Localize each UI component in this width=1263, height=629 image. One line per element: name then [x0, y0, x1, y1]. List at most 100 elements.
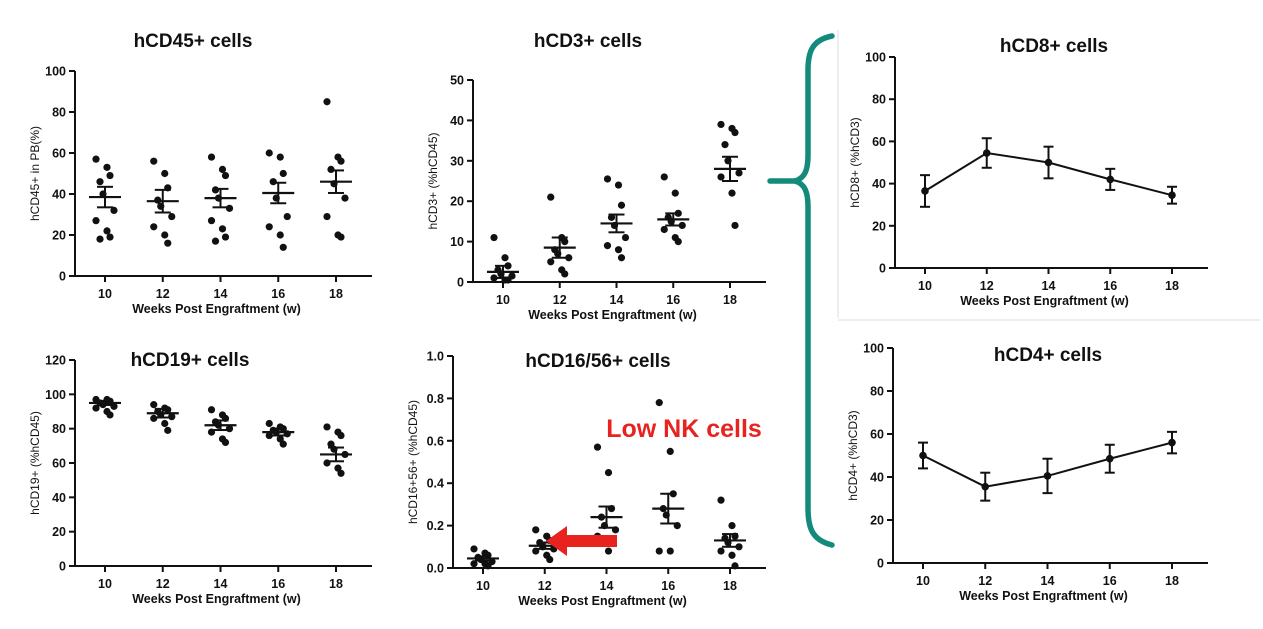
- data-point: [265, 223, 273, 231]
- x-tick-label: 12: [156, 287, 170, 301]
- data-point: [717, 547, 725, 555]
- y-tick-label: 80: [52, 106, 66, 120]
- y-tick-label: 0: [457, 276, 464, 290]
- x-tick-label: 16: [661, 579, 675, 593]
- x-tick-label: 10: [98, 577, 112, 591]
- y-tick-label: 0.8: [427, 392, 444, 406]
- y-tick-label: 40: [52, 188, 66, 202]
- data-point: [211, 237, 220, 245]
- data-point: [565, 254, 573, 262]
- data-point: [150, 401, 158, 409]
- data-point: [1043, 472, 1052, 480]
- y-tick-label: 20: [52, 525, 66, 539]
- data-point: [666, 447, 674, 455]
- x-tick-label: 10: [918, 279, 932, 293]
- data-point: [735, 543, 743, 551]
- data-point: [490, 274, 498, 282]
- data-point: [671, 189, 679, 197]
- x-tick-label: 14: [610, 293, 624, 307]
- data-point: [265, 149, 273, 157]
- data-point: [604, 547, 613, 555]
- data-point: [731, 128, 739, 137]
- data-point: [207, 217, 216, 225]
- x-tick-label: 14: [1041, 574, 1055, 588]
- data-point: [276, 153, 284, 161]
- chart-title: hCD45+ cells: [134, 31, 253, 52]
- y-tick-label: 20: [870, 514, 884, 528]
- x-tick-label: 18: [723, 579, 737, 593]
- x-tick-label: 10: [916, 574, 930, 588]
- y-tick-label: 40: [52, 491, 66, 505]
- x-tick-label: 16: [271, 287, 285, 301]
- data-point: [660, 225, 668, 234]
- y-tick-label: 20: [450, 195, 464, 209]
- data-point: [547, 193, 555, 201]
- data-point: [110, 206, 118, 214]
- x-tick-label: 18: [1165, 574, 1179, 588]
- data-point: [655, 399, 663, 407]
- y-tick-label: 1.0: [427, 350, 444, 364]
- chart-panel-3: hCD19+ cells 0 20 40 60 80 100 120 10 12 14 16 18 Wee…: [28, 350, 372, 606]
- chart-panel-1: hCD45+ cells 0 20 40 60 80 100 10 12 14 16 18 Weeks …: [28, 31, 372, 316]
- data-point: [484, 562, 492, 570]
- x-tick-label: 16: [271, 577, 285, 591]
- y-axis-label: hCD8+ (%hCD3): [848, 117, 862, 207]
- data-point: [92, 155, 100, 163]
- x-tick-label: 14: [600, 579, 614, 593]
- data-point: [211, 186, 220, 194]
- y-tick-label: 0: [879, 262, 886, 276]
- y-tick-label: 100: [865, 51, 886, 65]
- x-tick-label: 16: [1103, 279, 1117, 293]
- chart-panel-6: hCD4+ cells 0 20 40 60 80 100 10 12 14 16 18 Weeks P…: [846, 342, 1208, 603]
- y-tick-label: 0.4: [427, 477, 444, 491]
- x-tick-label: 18: [1165, 279, 1179, 293]
- data-point: [283, 212, 291, 221]
- data-point: [678, 221, 686, 230]
- chart-title: hCD19+ cells: [131, 350, 250, 371]
- x-tick-label: 14: [214, 287, 228, 301]
- x-tick-label: 16: [1103, 574, 1117, 588]
- data-point: [614, 246, 623, 254]
- y-tick-label: 20: [872, 219, 886, 233]
- data-point: [604, 469, 613, 477]
- low-nk-arrow: [546, 526, 617, 556]
- x-tick-label: 10: [496, 293, 510, 307]
- data-point: [728, 189, 736, 197]
- chart-title: hCD16/56+ cells: [525, 351, 670, 372]
- data-point: [279, 243, 287, 251]
- y-tick-label: 0.6: [427, 434, 444, 448]
- y-tick-label: 100: [45, 65, 66, 79]
- data-point: [276, 231, 284, 239]
- y-tick-label: 80: [872, 93, 886, 107]
- data-point: [96, 235, 104, 243]
- x-axis-label: Weeks Post Engraftment (w): [518, 594, 687, 608]
- data-point: [717, 120, 725, 129]
- y-tick-label: 0: [59, 270, 66, 284]
- data-point: [470, 560, 478, 568]
- y-axis-label: hCD19+ (%hCD45): [28, 411, 42, 515]
- y-tick-label: 50: [450, 74, 464, 88]
- data-point: [728, 522, 736, 530]
- x-tick-label: 12: [980, 279, 994, 293]
- data-point: [660, 173, 668, 181]
- data-point: [164, 239, 172, 247]
- data-point: [731, 562, 739, 570]
- data-point: [561, 238, 569, 246]
- data-point: [161, 419, 169, 428]
- data-point: [218, 165, 227, 173]
- data-point: [1106, 175, 1115, 184]
- y-tick-label: 40: [872, 177, 886, 191]
- data-point: [279, 440, 287, 448]
- data-point: [721, 141, 729, 149]
- data-point: [106, 411, 114, 419]
- chart-panel-5: hCD8+ cells 0 20 40 60 80 100 10 12 14 16 18 Weeks P…: [848, 36, 1208, 308]
- data-point: [546, 555, 554, 564]
- data-point: [341, 194, 349, 202]
- data-point: [337, 233, 345, 241]
- data-point: [92, 217, 100, 225]
- data-point: [221, 438, 230, 446]
- chart-title: hCD4+ cells: [994, 345, 1102, 366]
- data-point: [735, 169, 743, 177]
- data-point: [225, 204, 234, 212]
- data-point: [728, 551, 736, 559]
